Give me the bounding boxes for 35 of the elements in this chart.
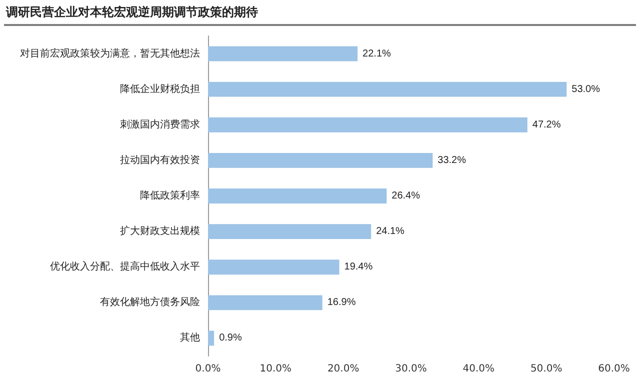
x-tick-label: 40.0% <box>462 364 495 374</box>
chart-title: 调研民营企业对本轮宏观逆周期调节政策的期待 <box>6 4 258 21</box>
bar <box>208 224 372 240</box>
bar <box>208 46 358 62</box>
data-label: 53.0% <box>572 84 600 95</box>
y-tick-label: 刺激国内消费需求 <box>120 118 200 130</box>
data-label: 16.9% <box>327 297 356 308</box>
x-tick-label: 20.0% <box>327 364 360 374</box>
x-tick-label: 60.0% <box>598 364 630 374</box>
bar <box>208 330 214 346</box>
data-label: 47.2% <box>532 119 561 130</box>
y-tick-label: 对目前宏观政策较为满意，暂无其他想法 <box>20 47 200 60</box>
data-label: 24.1% <box>376 226 405 238</box>
data-label: 22.1% <box>362 48 392 60</box>
x-tick-label: 50.0% <box>530 364 562 374</box>
bar <box>208 152 433 168</box>
bar <box>208 82 567 97</box>
data-label: 19.4% <box>344 262 373 273</box>
x-tick-label: 0.0% <box>195 364 221 374</box>
y-tick-label: 降低企业财税负担 <box>120 82 200 95</box>
x-tick-label: 10.0% <box>260 364 292 374</box>
data-label: 33.2% <box>438 154 466 166</box>
y-tick-label: 其他 <box>180 332 200 344</box>
y-tick-label: 降低政策利率 <box>140 190 200 202</box>
x-tick-label: 30.0% <box>395 364 427 374</box>
data-label: 26.4% <box>392 190 420 202</box>
y-tick-label: 拉动国内有效投资 <box>120 154 200 166</box>
bar <box>208 295 322 310</box>
y-tick-label: 有效化解地方债务风险 <box>100 296 200 308</box>
y-tick-label: 扩大财政支出规模 <box>120 225 200 238</box>
data-label: 0.9% <box>219 332 242 344</box>
bar <box>208 260 340 275</box>
bar <box>208 117 528 132</box>
bar <box>208 188 387 204</box>
y-tick-label: 优化收入分配、提高中低收入水平 <box>50 260 200 273</box>
